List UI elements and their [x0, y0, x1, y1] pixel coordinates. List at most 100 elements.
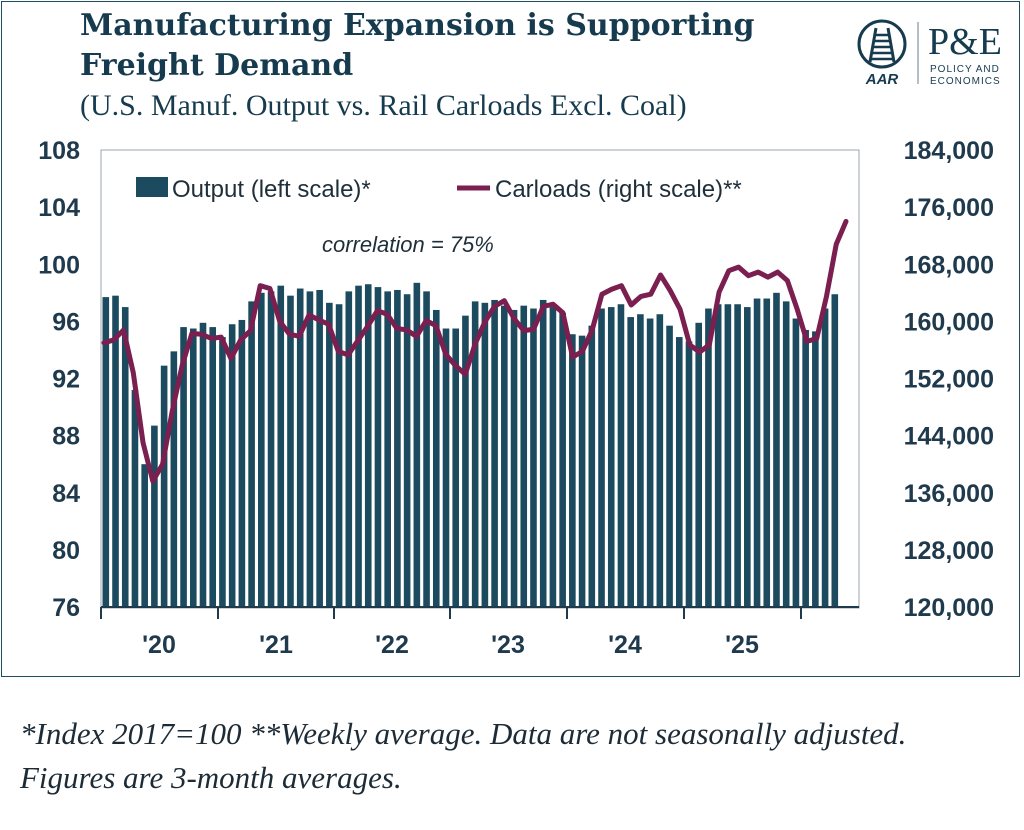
output-bar — [831, 294, 839, 607]
output-bar — [248, 301, 255, 607]
output-bar — [219, 337, 226, 607]
output-bar — [394, 289, 401, 607]
pe-logo: P&E POLICY AND ECONOMICS — [928, 21, 1002, 87]
output-bar — [646, 318, 654, 607]
pe-logo-subtext-2: ECONOMICS — [930, 76, 1001, 87]
y-left-tick-label: 92 — [52, 366, 80, 394]
output-bar — [666, 325, 673, 607]
y-left-tick-label: 96 — [52, 308, 80, 336]
y-right-tick-label: 136,000 — [904, 480, 994, 508]
output-bar — [209, 327, 217, 607]
output-bar — [627, 317, 634, 607]
output-bar — [423, 291, 430, 607]
output-bar — [714, 304, 722, 607]
output-bar — [384, 291, 391, 607]
y-right-tick-label: 168,000 — [904, 251, 994, 279]
output-bar — [462, 315, 469, 607]
output-bar — [160, 365, 168, 607]
output-bar — [141, 464, 148, 607]
output-bar — [432, 309, 440, 607]
y-left-tick-label: 104 — [38, 194, 80, 222]
output-bar — [598, 308, 605, 607]
y-right-tick-label: 128,000 — [904, 537, 994, 565]
footnote: *Index 2017=100 **Weekly average. Data a… — [20, 716, 907, 795]
output-bar — [734, 304, 741, 607]
y-left-tick-label: 88 — [52, 423, 80, 451]
legend: Output (left scale)* Carloads (right sca… — [136, 176, 742, 203]
output-bar — [491, 299, 498, 607]
legend-output-label: Output (left scale)* — [172, 176, 371, 203]
page-title: Manufacturing Expansion is Supporting Fr… — [80, 8, 755, 83]
x-tick-label: '21 — [259, 631, 293, 659]
output-bar — [199, 322, 207, 607]
output-bar — [773, 292, 780, 607]
output-bar — [539, 299, 547, 607]
output-bar — [287, 295, 294, 607]
output-bar — [238, 319, 246, 607]
output-bar — [549, 307, 557, 607]
output-bar — [267, 291, 275, 607]
output-bar — [675, 337, 683, 607]
output-bar — [452, 328, 460, 607]
output-bar — [617, 304, 625, 607]
x-tick-label: '25 — [725, 631, 759, 659]
output-bar — [413, 282, 421, 607]
output-bar — [180, 327, 187, 607]
output-bar — [607, 307, 615, 607]
aar-logo-text: AAR — [865, 71, 899, 88]
y-left-tick-label: 80 — [52, 537, 80, 565]
y-left-tick-label: 108 — [38, 137, 80, 165]
output-bar — [189, 328, 197, 607]
correlation-annotation: correlation = 75% — [322, 232, 494, 257]
output-bar — [403, 294, 411, 607]
output-bar — [705, 308, 712, 607]
aar-logo: AAR — [857, 19, 907, 88]
output-bar — [763, 298, 771, 607]
output-bar — [326, 302, 333, 607]
output-bar — [802, 329, 809, 607]
y-right-tick-label: 176,000 — [904, 194, 994, 222]
legend-carloads-label: Carloads (right scale)** — [495, 176, 742, 203]
output-bar — [510, 309, 518, 607]
y-right-tick-label: 184,000 — [904, 137, 994, 165]
output-bar — [501, 305, 508, 607]
output-bar — [724, 304, 732, 607]
output-bar — [530, 308, 537, 607]
output-bar — [364, 284, 372, 607]
y-right-tick-label: 120,000 — [904, 594, 994, 622]
output-bar — [744, 307, 751, 607]
output-bar — [481, 302, 489, 607]
y-axis-left: 76 80 84 88 92 96 100 104 108 — [38, 137, 80, 622]
output-bar — [112, 295, 119, 607]
output-bar — [151, 425, 158, 607]
x-tick-label: '20 — [142, 631, 176, 659]
output-bar — [520, 305, 528, 607]
carloads-line — [101, 218, 849, 484]
y-right-tick-label: 160,000 — [904, 308, 994, 336]
output-bar — [121, 307, 129, 607]
output-bar — [258, 292, 265, 607]
output-bar — [637, 314, 644, 607]
output-bar — [374, 287, 382, 607]
pe-logo-text: P&E — [928, 21, 1002, 63]
y-left-tick-label: 100 — [38, 251, 80, 279]
output-bar — [345, 291, 353, 607]
y-axis-right: 120,000 128,000 136,000 144,000 152,000 160,0… — [904, 137, 994, 622]
output-bar — [131, 389, 139, 607]
x-tick-label: '22 — [375, 631, 409, 659]
y-left-tick-label: 76 — [52, 594, 80, 622]
output-bars — [102, 282, 839, 607]
output-bar — [812, 331, 819, 607]
y-right-tick-label: 152,000 — [904, 366, 994, 394]
output-bar — [277, 285, 285, 607]
output-bar — [588, 325, 596, 607]
output-bar — [753, 298, 761, 607]
page-subtitle: (U.S. Manuf. Output vs. Rail Carloads Ex… — [80, 89, 687, 122]
output-bar — [335, 304, 343, 607]
output-bar — [821, 308, 829, 607]
output-bar — [442, 328, 450, 607]
output-bar — [306, 291, 314, 607]
output-bar — [782, 301, 790, 607]
chart: '20 '21 '22 '23 '24 '25 76 80 84 88 92 96 100 104 108… — [38, 137, 994, 659]
x-axis-ticks: '20 '21 '22 '23 '24 '25 — [100, 607, 802, 659]
